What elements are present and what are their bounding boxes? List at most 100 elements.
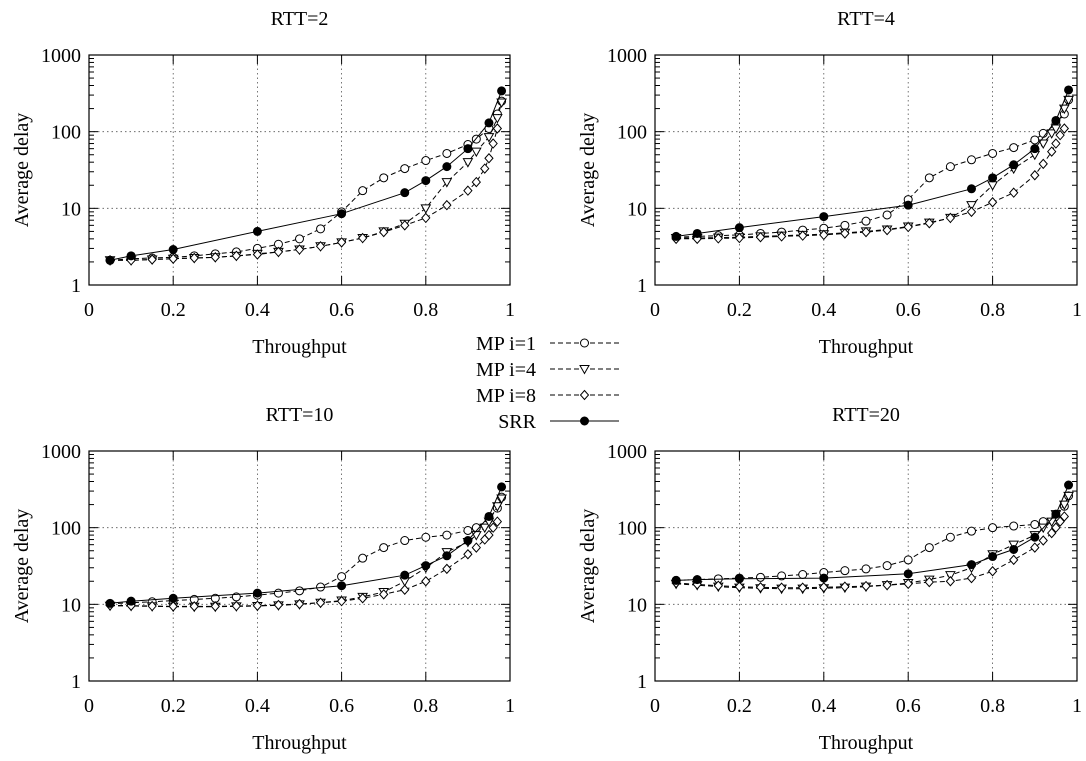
x-tick-label: 0.6 <box>896 695 921 717</box>
data-point <box>463 536 473 546</box>
data-point <box>1047 146 1057 157</box>
y-axis-label: Average delay <box>577 509 599 624</box>
data-point <box>358 186 368 196</box>
data-point <box>861 216 871 226</box>
data-point <box>755 582 766 593</box>
data-point <box>819 573 829 583</box>
series-srr <box>105 482 507 608</box>
data-point <box>315 597 326 608</box>
data-point <box>379 543 389 553</box>
y-tick-label: 1000 <box>607 441 647 463</box>
data-point <box>420 204 432 214</box>
data-point <box>692 228 702 238</box>
series-line <box>676 484 1070 581</box>
x-tick-label: 0.8 <box>980 299 1005 321</box>
data-point <box>819 582 829 593</box>
data-point <box>400 164 410 174</box>
data-point <box>734 223 744 233</box>
data-point <box>400 220 410 231</box>
data-point <box>1051 115 1061 125</box>
data-point <box>421 156 431 166</box>
legend-label: MP i=1 <box>476 333 536 355</box>
series-line <box>109 101 503 261</box>
data-point <box>379 589 389 600</box>
series-mp-i-8 <box>105 516 503 612</box>
data-point <box>1009 554 1019 566</box>
data-point <box>488 522 498 533</box>
data-point <box>379 226 389 238</box>
data-point <box>483 133 495 143</box>
data-point <box>147 254 157 265</box>
data-point <box>294 598 305 610</box>
data-point <box>882 210 892 220</box>
series-line <box>109 486 503 604</box>
x-tick-label: 0 <box>650 695 660 717</box>
data-point <box>713 580 723 591</box>
data-point <box>988 552 998 562</box>
data-point <box>168 593 178 603</box>
data-point <box>945 162 955 172</box>
data-point <box>1037 139 1049 150</box>
data-point <box>1009 143 1019 153</box>
chart-panels: 0 0.2 0.4 0.6 0.8 11101001000RTT=2ThroughputA… <box>11 8 1082 754</box>
data-point <box>252 588 262 598</box>
data-point <box>967 560 976 570</box>
x-tick-label: 0.6 <box>896 299 921 321</box>
data-point <box>210 252 220 263</box>
data-point <box>147 600 157 612</box>
data-point <box>471 176 481 188</box>
data-point <box>945 532 955 542</box>
data-point <box>966 206 977 218</box>
data-point <box>337 581 347 591</box>
data-point <box>861 564 871 574</box>
data-point <box>734 574 744 584</box>
data-point <box>671 575 681 585</box>
data-point <box>294 244 305 255</box>
y-tick-label: 100 <box>51 518 81 540</box>
legend-marker <box>579 389 590 401</box>
data-point <box>105 255 115 265</box>
data-point <box>1030 519 1040 529</box>
data-point <box>840 566 850 576</box>
data-point <box>988 148 998 158</box>
data-point <box>840 228 850 239</box>
data-point <box>1046 129 1058 139</box>
data-point <box>1047 527 1057 539</box>
chart-panel: 0 0.2 0.4 0.6 0.8 1 1 10 100 1000 RTT=4 Throughput A… <box>577 8 1082 358</box>
data-point <box>337 572 347 582</box>
x-axis-label: Throughput <box>819 732 914 754</box>
series-line <box>676 99 1070 238</box>
data-point <box>945 571 956 581</box>
data-point <box>819 212 829 222</box>
data-point <box>756 572 765 582</box>
data-point <box>988 523 998 533</box>
data-point <box>336 595 347 607</box>
data-point <box>421 212 431 224</box>
data-point <box>463 525 473 535</box>
data-point <box>400 570 410 580</box>
x-tick-label: 0 <box>84 695 94 717</box>
series-line <box>110 128 498 261</box>
legend-entry: MP i=8 <box>476 385 619 407</box>
data-point <box>903 569 913 579</box>
data-point <box>1038 535 1048 546</box>
series-mp-i-8 <box>105 123 503 266</box>
legend-label: MP i=8 <box>476 385 536 407</box>
data-point <box>484 153 494 164</box>
x-tick-label: 0.2 <box>161 695 186 717</box>
data-point <box>126 596 136 606</box>
chart-panel: 0 0.2 0.4 0.6 0.8 1 1 10 100 1000 RTT=20 Throughput… <box>577 404 1082 754</box>
x-tick-label: 0.4 <box>245 299 270 321</box>
data-point <box>421 532 431 542</box>
data-point <box>336 237 347 248</box>
data-point <box>463 144 473 154</box>
x-tick-label: 1 <box>1072 299 1082 321</box>
data-point <box>1009 521 1019 531</box>
y-axis-label: Average delay <box>577 113 599 228</box>
data-point <box>903 555 913 565</box>
data-point <box>492 502 503 512</box>
data-point <box>924 576 934 588</box>
y-axis-label: Average delay <box>11 509 33 624</box>
data-point <box>798 582 808 593</box>
series-mp-i-4 <box>670 95 1074 244</box>
